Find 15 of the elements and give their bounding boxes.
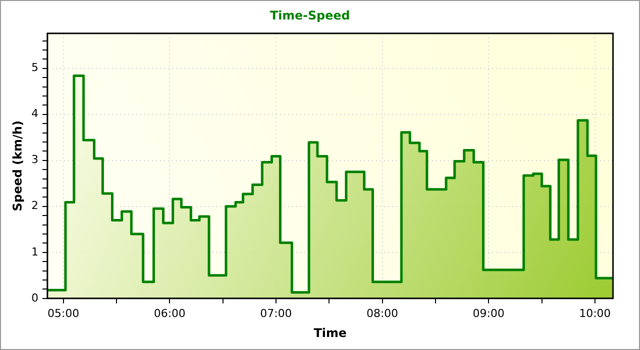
y-tick-label: 2 [31, 199, 38, 212]
y-tick-label: 3 [31, 153, 38, 166]
x-tick-label: 09:00 [472, 306, 504, 320]
y-tick-label: 4 [31, 107, 38, 120]
x-tick-label: 06:00 [154, 306, 186, 320]
chart-title: Time-Speed [270, 8, 350, 22]
x-axis-title: Time [314, 326, 347, 340]
y-axis-title: Speed (km/h) [10, 120, 24, 212]
x-tick-label: 10:00 [579, 306, 611, 320]
x-tick-label: 05:00 [47, 306, 80, 320]
y-tick-label: 1 [31, 245, 38, 258]
y-tick-label: 0 [31, 291, 38, 304]
x-tick-label: 08:00 [366, 306, 398, 320]
x-tick-label: 07:00 [260, 306, 292, 320]
y-tick-label: 5 [31, 61, 38, 74]
